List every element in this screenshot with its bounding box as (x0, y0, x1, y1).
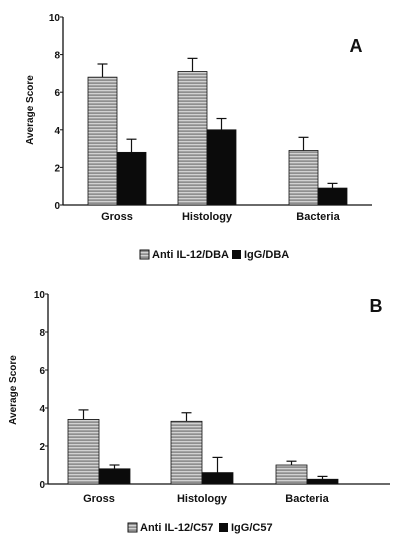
y-tick-label: 6 (54, 88, 60, 99)
chart-panel-a: Average Score A 0 2 4 6 8 10 Gross Histology Bac… (25, 13, 372, 261)
bar-anti-il12 (170, 420, 203, 485)
chart-panel-b: Average Score B 0 2 4 6 8 10 Gross Histology Bac… (8, 290, 390, 534)
bar-anti-il12 (177, 71, 208, 206)
bar-igg (317, 187, 348, 206)
legend-swatch-igg (232, 250, 241, 259)
plot-area: 0 2 4 6 8 10 Gross Histology Bacteria (49, 13, 372, 223)
legend-label-anti: Anti IL-12/C57 (140, 522, 213, 534)
panel-label: B (370, 296, 383, 316)
bar-anti-il12 (275, 464, 308, 485)
x-category-label: Bacteria (285, 493, 329, 505)
y-tick-label: 2 (54, 163, 60, 174)
bar-igg (98, 468, 131, 485)
y-axis-title: Average Score (25, 75, 36, 145)
legend-label-igg: IgG/C57 (231, 522, 273, 534)
y-tick-label: 6 (39, 366, 45, 377)
y-tick-label: 0 (54, 201, 60, 212)
panel-label: A (350, 36, 363, 56)
y-tick-label: 10 (34, 290, 46, 301)
y-tick-label: 4 (39, 404, 45, 415)
y-axis-title: Average Score (8, 355, 19, 425)
bar-anti-il12 (87, 76, 118, 206)
x-category-label: Gross (101, 211, 133, 223)
legend-label-igg: IgG/DBA (244, 249, 289, 261)
bar-igg (206, 129, 237, 206)
y-tick-label: 4 (54, 126, 60, 137)
x-category-label: Gross (83, 493, 115, 505)
plot-area: 0 2 4 6 8 10 Gross Histology Bacteria (34, 290, 390, 505)
x-category-label: Histology (182, 211, 233, 223)
y-tick-label: 10 (49, 13, 61, 24)
bar-igg (306, 478, 339, 485)
x-category-label: Bacteria (296, 211, 340, 223)
legend-label-anti: Anti IL-12/DBA (152, 249, 229, 261)
legend: Anti IL-12/C57 IgG/C57 (127, 522, 273, 534)
legend-swatch-anti (139, 249, 150, 260)
y-tick-label: 8 (39, 328, 45, 339)
y-tick-label: 2 (39, 442, 45, 453)
bar-anti-il12 (288, 150, 319, 206)
legend: Anti IL-12/DBA IgG/DBA (139, 249, 289, 261)
y-tick-label: 0 (39, 480, 45, 491)
bar-igg (116, 151, 147, 206)
x-category-label: Histology (177, 493, 228, 505)
y-tick-label: 8 (54, 51, 60, 62)
bar-igg (201, 472, 234, 485)
legend-swatch-anti (127, 522, 138, 533)
legend-swatch-igg (219, 523, 228, 532)
bar-anti-il12 (67, 418, 100, 485)
